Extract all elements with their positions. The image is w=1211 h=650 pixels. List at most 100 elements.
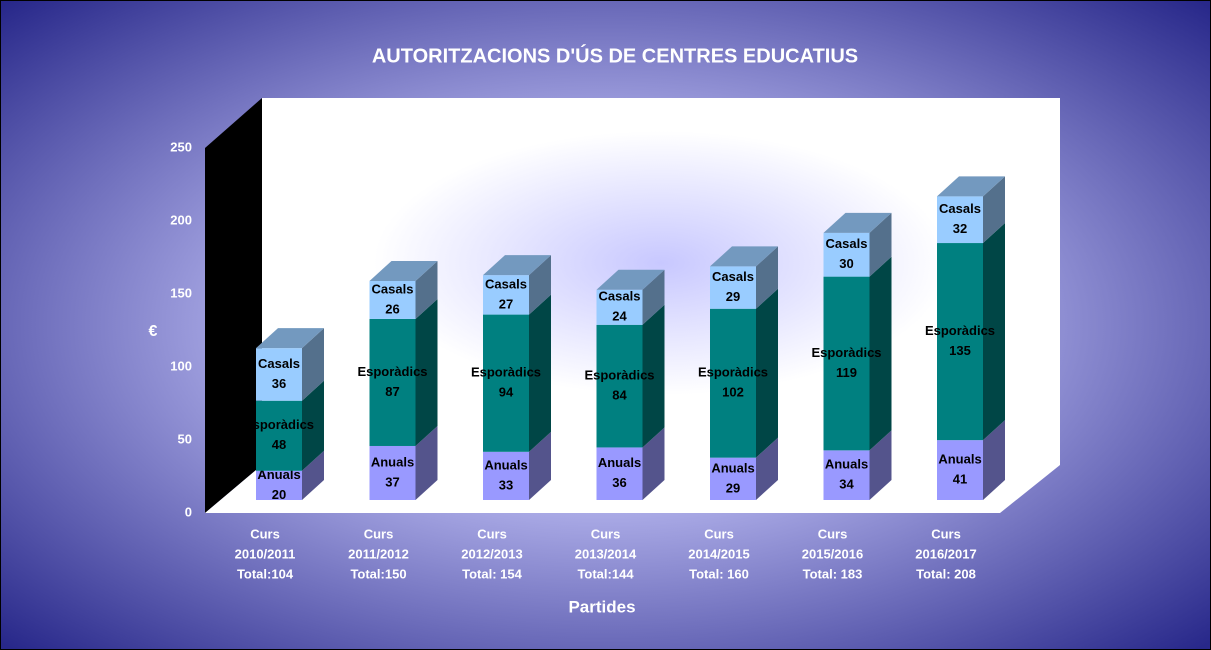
- bar-side: [529, 255, 551, 315]
- bar-segment: [369, 281, 416, 319]
- y-tick-label: 200: [170, 212, 192, 227]
- segment-name: Anuals: [938, 452, 981, 467]
- bar-side: [529, 294, 551, 452]
- bar-side: [302, 380, 324, 471]
- segment-name: Anuals: [371, 454, 414, 469]
- bar-segment: [596, 447, 643, 500]
- bar-side: [415, 425, 438, 500]
- x-tick-label: Curs: [477, 526, 507, 541]
- bar-segment: [823, 450, 870, 500]
- segment-name: Esporàdics: [925, 323, 995, 338]
- bar-side: [415, 261, 438, 319]
- bar-side: [983, 176, 1005, 244]
- x-tick-label: Total: 183: [803, 566, 863, 581]
- value-label: 94: [499, 385, 514, 400]
- x-tick-label: 2015/2016: [802, 546, 863, 561]
- bar-segment: [937, 440, 983, 500]
- segment-name: Casals: [372, 281, 414, 296]
- x-tick-label: Total:144: [577, 566, 634, 581]
- x-tick-label: Total:150: [350, 566, 406, 581]
- bar-side: [756, 437, 778, 500]
- bar-side: [642, 304, 665, 448]
- value-label: 36: [612, 475, 626, 490]
- value-label: 27: [499, 296, 513, 311]
- value-label: 30: [839, 256, 853, 271]
- value-label: 84: [612, 388, 627, 403]
- bar-side: [642, 427, 665, 500]
- bar-side: [983, 223, 1005, 441]
- bar-segment: [823, 232, 870, 277]
- x-axis-label: Partides: [568, 597, 635, 616]
- bar-side: [869, 430, 892, 500]
- bar-side: [869, 256, 892, 451]
- segment-name: Esporàdics: [584, 368, 654, 383]
- value-label: 41: [953, 472, 967, 487]
- segment-name: Esporàdics: [698, 365, 768, 380]
- x-tick-label: Curs: [818, 526, 848, 541]
- segment-name: Esporàdics: [244, 417, 314, 432]
- bar-segment: [823, 276, 870, 451]
- bar-segment: [937, 243, 983, 441]
- value-label: 34: [839, 477, 854, 492]
- value-label: 48: [272, 437, 286, 452]
- value-label: 29: [726, 480, 740, 495]
- x-tick-label: 2011/2012: [348, 546, 409, 561]
- bar-segment: [483, 314, 529, 452]
- y-axis-label: €: [149, 323, 158, 340]
- x-tick-label: Total: 160: [689, 566, 749, 581]
- segment-name: Anuals: [825, 457, 868, 472]
- bar-side: [302, 328, 324, 401]
- segment-name: Anuals: [598, 455, 641, 470]
- bar-top: [256, 328, 324, 349]
- bar-top: [596, 269, 665, 290]
- x-tick-label: 2013/2014: [575, 546, 637, 561]
- bar-side: [642, 269, 665, 325]
- bar-segment: [596, 289, 643, 325]
- x-tick-label: Curs: [591, 526, 621, 541]
- bar-side: [869, 212, 892, 277]
- bar-segment: [483, 275, 529, 315]
- value-label: 102: [722, 385, 744, 400]
- segment-name: Esporàdics: [811, 345, 881, 360]
- y-tick-label: 50: [178, 431, 192, 446]
- x-tick-label: Total:104: [237, 566, 294, 581]
- x-tick-label: Total: 154: [462, 566, 522, 581]
- segment-name: Anuals: [711, 460, 754, 475]
- bar-top: [937, 176, 1005, 197]
- segment-name: Casals: [712, 269, 754, 284]
- bar-top: [483, 255, 551, 276]
- bar-side: [529, 431, 551, 500]
- value-label: 87: [385, 384, 399, 399]
- bar-side: [302, 450, 324, 500]
- segment-name: Casals: [485, 276, 527, 291]
- segment-name: Anuals: [484, 457, 527, 472]
- y-tick-label: 0: [185, 504, 192, 519]
- x-tick-label: 2012/2013: [461, 546, 522, 561]
- x-tick-label: 2016/2017: [915, 546, 976, 561]
- bar-segment: [710, 266, 756, 309]
- x-tick-label: 2014/2015: [688, 546, 749, 561]
- bar-top: [823, 212, 892, 233]
- segment-name: Casals: [939, 201, 981, 216]
- bar-segment: [937, 196, 983, 244]
- value-label: 24: [612, 309, 627, 324]
- bar-side: [756, 288, 778, 458]
- segment-name: Esporàdics: [471, 365, 541, 380]
- bar-side: [756, 246, 778, 309]
- value-label: 37: [385, 474, 399, 489]
- value-label: 29: [726, 289, 740, 304]
- bar-segment: [596, 324, 643, 448]
- x-tick-label: Total: 208: [916, 566, 976, 581]
- value-label: 33: [499, 477, 513, 492]
- value-label: 36: [272, 376, 286, 391]
- segment-name: Casals: [258, 356, 300, 371]
- bar-top: [710, 246, 778, 267]
- bar-side: [983, 420, 1005, 500]
- y-tick-label: 150: [170, 285, 192, 300]
- bar-segment: [256, 400, 302, 471]
- y-tick-label: 100: [170, 358, 192, 373]
- side-wall: [205, 98, 262, 513]
- bar-segment: [369, 445, 416, 500]
- bar-segment: [710, 308, 756, 458]
